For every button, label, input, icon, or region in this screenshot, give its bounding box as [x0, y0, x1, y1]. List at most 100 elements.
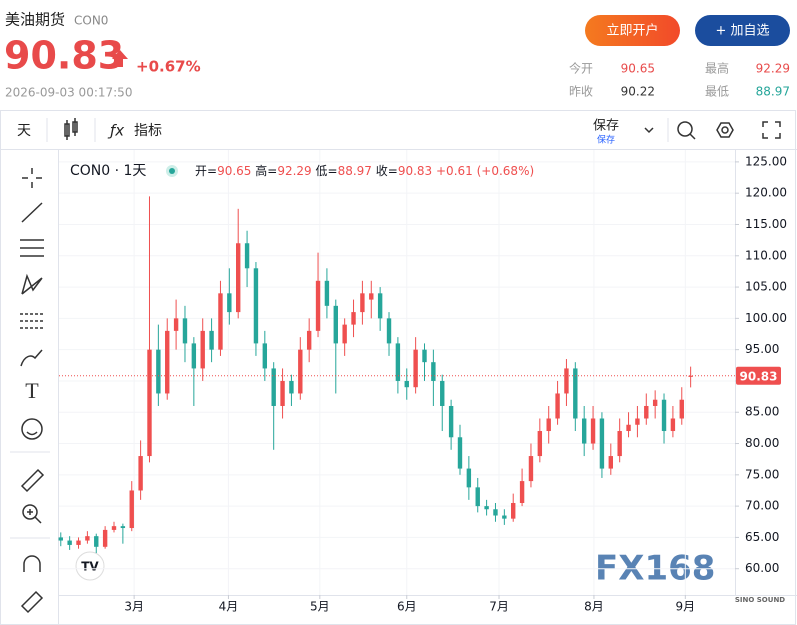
- button-label: 立即开户: [606, 23, 658, 39]
- candle-body: [413, 349, 418, 388]
- candle-body: [377, 293, 383, 319]
- last-price-label: 90.83: [740, 369, 778, 383]
- candle-body: [670, 418, 676, 432]
- candle-body: [466, 468, 472, 488]
- magnet-tool[interactable]: [23, 555, 41, 572]
- candle-body: [76, 540, 81, 545]
- y-tick-label: 95.00: [745, 342, 779, 356]
- ruler-tool[interactable]: [20, 468, 45, 493]
- candle-body: [422, 349, 427, 363]
- icon-part: [20, 468, 45, 493]
- candle-body: [129, 490, 134, 529]
- icon-part: [23, 555, 41, 572]
- candle-body: [395, 343, 401, 381]
- code: CON0: [74, 14, 108, 28]
- candle-body: [511, 502, 516, 519]
- lock-tool[interactable]: [20, 590, 44, 614]
- candle-body: [360, 293, 365, 313]
- y-tick-label: 120.00: [745, 186, 787, 200]
- candle-body: [111, 526, 117, 530]
- y-tick-label: 115.00: [745, 217, 787, 231]
- icon-part: [716, 122, 734, 138]
- open-account-button[interactable]: 立即开户: [585, 15, 680, 46]
- candle-body: [484, 506, 489, 510]
- y-tick-label: 100.00: [745, 311, 787, 325]
- save[interactable]: 保存: [593, 119, 619, 134]
- legend-value: 92.29: [277, 164, 311, 178]
- watchlist-button[interactable]: + 加自选: [695, 15, 790, 46]
- watermark: SINO SOUND: [735, 596, 785, 604]
- legend-value: 88.97: [338, 164, 372, 178]
- zoom-tool[interactable]: [22, 504, 42, 524]
- icon-part: [27, 509, 42, 524]
- icon-part: [21, 273, 43, 295]
- x-tick-label: 7月: [489, 600, 509, 614]
- timestamp: 2026-09-03 00:17:50: [5, 86, 132, 100]
- settings[interactable]: [716, 122, 734, 138]
- pattern-tool[interactable]: [21, 273, 43, 295]
- candle-body: [324, 280, 330, 306]
- candle-body: [386, 318, 392, 344]
- candle-body: [102, 529, 108, 547]
- hline-tool[interactable]: [20, 239, 44, 257]
- stat-label: 最低: [705, 85, 729, 99]
- fib-tool[interactable]: [20, 313, 44, 329]
- chart-style-button[interactable]: [64, 118, 78, 140]
- save-menu[interactable]: [644, 127, 654, 134]
- y-tick-label: 110.00: [745, 248, 787, 262]
- candle-body: [191, 343, 197, 369]
- y-tick-label: 105.00: [745, 280, 787, 294]
- stat-value: 88.97: [756, 85, 790, 99]
- save-sub: 保存: [597, 134, 615, 146]
- candle-body: [599, 418, 605, 469]
- x-tick-label: 3月: [124, 600, 144, 614]
- line-tool[interactable]: [21, 202, 43, 223]
- candle-body: [369, 293, 374, 300]
- legend-label: 开=: [195, 164, 217, 178]
- interval[interactable]: 天: [17, 123, 31, 139]
- candle-body: [688, 375, 693, 377]
- candle-body: [306, 330, 312, 350]
- candle-body: [262, 343, 268, 369]
- legend-value: 90.83: [398, 164, 432, 178]
- indicators[interactable]: 指标: [134, 123, 162, 139]
- button-bg: [585, 15, 680, 46]
- candle-body: [271, 368, 276, 406]
- candle-body: [617, 431, 622, 457]
- candle-body: [573, 368, 578, 419]
- y-tick-label: 60.00: [745, 561, 779, 575]
- brush-tool[interactable]: [20, 349, 43, 367]
- fullscreen[interactable]: [762, 121, 781, 139]
- crosshair-tool[interactable]: [22, 168, 42, 188]
- candle-body: [475, 487, 480, 507]
- status-dot: [169, 168, 175, 174]
- candle-body: [218, 293, 223, 350]
- candle-body: [165, 330, 170, 394]
- text-tool[interactable]: T: [25, 378, 39, 403]
- stat-label: 今开: [569, 61, 593, 76]
- candle-body: [661, 399, 667, 432]
- legend-value: 90.65: [217, 164, 251, 178]
- candle-body: [546, 418, 551, 432]
- stat-label: 昨收: [569, 85, 593, 99]
- x-tick-label: 5月: [310, 600, 330, 614]
- candle-body: [227, 293, 232, 313]
- fx-icon: ƒx: [107, 122, 124, 140]
- emoji-tool[interactable]: [21, 418, 43, 440]
- candle-body: [404, 380, 409, 388]
- candle-body: [626, 424, 631, 432]
- x-tick-label: 9月: [675, 600, 695, 614]
- icon-part: [21, 418, 43, 440]
- candle-body: [564, 368, 569, 394]
- y-tick-label: 70.00: [745, 499, 779, 513]
- y-tick-label: 125.00: [745, 154, 787, 168]
- icon-part: [689, 133, 696, 140]
- candle-body: [298, 349, 303, 394]
- quick-search[interactable]: [677, 121, 696, 140]
- candle-body: [173, 318, 179, 331]
- candle-body: [555, 393, 560, 419]
- logo-text: TV: [81, 560, 99, 574]
- candle-body: [156, 349, 161, 394]
